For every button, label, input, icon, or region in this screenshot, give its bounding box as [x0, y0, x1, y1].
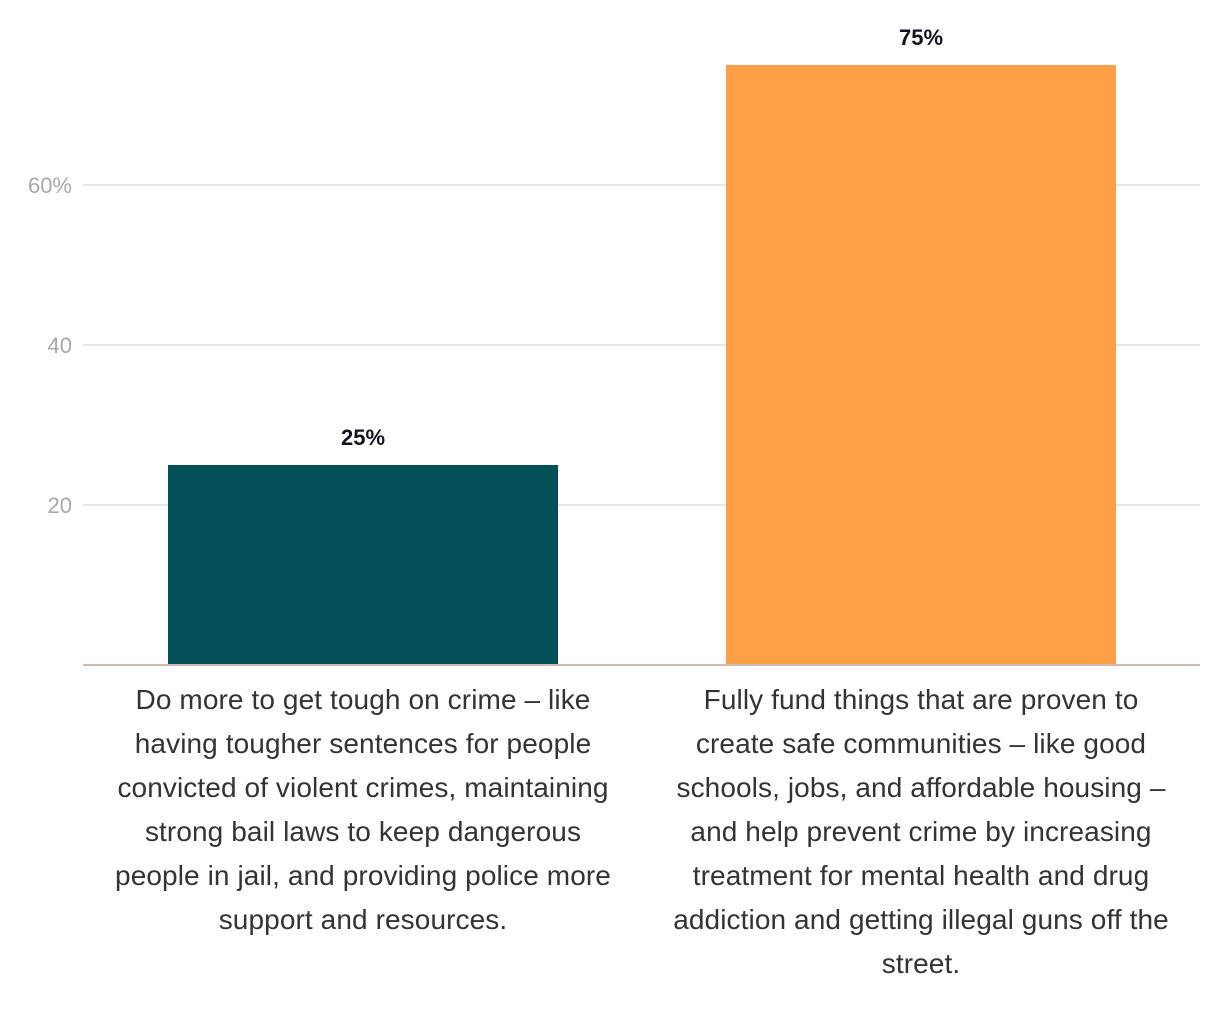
category-label-fully-fund: Fully fund things that are proven to cre… — [673, 684, 1169, 979]
y-tick-label-20: 20 — [48, 493, 72, 518]
y-tick-label-40: 40 — [48, 333, 72, 358]
y-axis-ticks: 20 40 60% — [28, 173, 72, 518]
category-label-tough-on-crime: Do more to get tough on crime – like hav… — [115, 684, 611, 935]
bar-2 — [726, 65, 1116, 665]
bar-value-label-1: 25% — [341, 425, 385, 450]
bar-1 — [168, 465, 558, 665]
bars — [168, 65, 1116, 665]
value-labels: 25% 75% — [341, 25, 943, 450]
y-tick-label-60: 60% — [28, 173, 72, 198]
bar-value-label-2: 75% — [899, 25, 943, 50]
